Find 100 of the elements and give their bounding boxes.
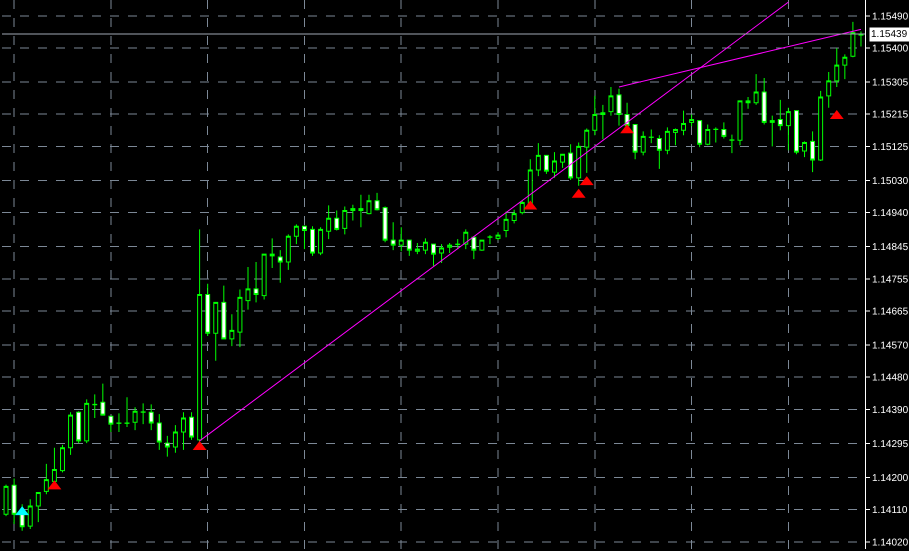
candlestick — [221, 285, 226, 340]
candlestick — [156, 414, 162, 450]
candlestick — [536, 142, 541, 177]
y-tick-label: 1.15030 — [872, 176, 909, 187]
candlestick — [616, 88, 622, 126]
candlestick — [600, 104, 606, 140]
candlestick — [648, 129, 654, 144]
ref-line-label: 1.15439 — [871, 29, 908, 40]
candlestick — [358, 194, 364, 228]
candlestick — [124, 396, 130, 428]
candlestick — [439, 244, 444, 264]
y-tick-label: 1.15215 — [872, 110, 909, 121]
candlestick — [544, 154, 549, 174]
candlestick — [12, 478, 17, 524]
y-tick-label: 1.14665 — [872, 306, 909, 318]
candlestick — [520, 200, 525, 215]
candlestick — [721, 122, 726, 139]
candlestick — [858, 30, 864, 48]
y-tick-label: 1.14200 — [872, 472, 909, 484]
candlestick — [270, 238, 275, 269]
y-tick-label: 1.14845 — [872, 242, 909, 254]
candlestick — [318, 226, 324, 256]
candlestick — [504, 211, 509, 238]
candlestick — [834, 48, 840, 88]
candlestick — [294, 224, 299, 245]
candlestick — [584, 128, 590, 174]
y-tick-label: 1.14295 — [872, 438, 909, 450]
candlestick — [76, 410, 82, 444]
candlestick — [697, 120, 702, 148]
y-tick-label: 1.15305 — [872, 77, 909, 88]
candlestick — [664, 126, 670, 155]
candlestick — [455, 238, 460, 250]
candlestick — [713, 126, 718, 143]
candlestick — [382, 206, 388, 243]
candlestick — [496, 232, 500, 241]
candlestick — [447, 242, 452, 254]
candlestick — [164, 435, 170, 458]
candlestick — [778, 99, 783, 131]
y-tick-label: 1.14390 — [872, 404, 909, 416]
candlestick — [20, 504, 25, 532]
y-tick-label: 1.14570 — [872, 340, 909, 352]
candlestick — [762, 78, 767, 126]
candlestick — [4, 484, 9, 517]
candlestick — [608, 86, 614, 116]
candlestick — [197, 228, 202, 442]
candlestick — [705, 124, 710, 146]
candlestick — [850, 21, 856, 58]
candlestick — [656, 134, 662, 170]
candlestick — [334, 210, 340, 231]
candlestick — [326, 204, 332, 240]
candlestick — [786, 107, 791, 151]
y-tick-label: 1.14110 — [872, 505, 908, 516]
candlestick — [60, 444, 65, 473]
candlestick — [632, 124, 638, 160]
candlestick — [422, 238, 428, 255]
candlestick — [286, 234, 291, 270]
candlestick — [205, 283, 210, 337]
candlestick — [754, 74, 759, 106]
candlestick — [366, 194, 372, 215]
candlestick — [189, 412, 194, 440]
candlestick — [140, 402, 146, 425]
candlestick — [406, 240, 412, 256]
y-tick-label: 1.15400 — [872, 43, 909, 54]
y-tick-label: 1.14020 — [872, 537, 909, 548]
candlestick — [172, 424, 178, 454]
candlestick — [181, 412, 186, 450]
candlestick — [689, 114, 694, 127]
candlestick — [246, 266, 250, 310]
candlestick — [350, 204, 356, 221]
candlestick — [560, 154, 566, 168]
candlestick — [568, 144, 574, 181]
y-tick-label: 1.14755 — [872, 274, 909, 286]
candlestick — [310, 226, 315, 256]
candlestick — [390, 222, 396, 251]
candlestick — [681, 110, 686, 136]
candlestick — [44, 463, 49, 495]
candlestick — [302, 224, 307, 250]
candlestick — [108, 416, 114, 432]
candlestick — [148, 404, 154, 431]
candlestick — [229, 314, 234, 347]
candlestick — [794, 110, 799, 155]
candlestick — [552, 152, 557, 178]
candlestick — [237, 289, 242, 348]
candlestick — [770, 115, 775, 147]
candlestick — [818, 90, 824, 162]
candlestick — [374, 192, 380, 211]
candlestick — [278, 250, 283, 284]
candlestick — [262, 254, 267, 300]
candlestick — [729, 134, 734, 154]
candlestick — [28, 498, 33, 530]
candlestick — [640, 130, 646, 156]
candlestick — [672, 128, 678, 146]
y-tick-label: 1.14940 — [872, 208, 909, 220]
candlestick — [471, 236, 476, 260]
y-tick-label: 1.14480 — [872, 372, 909, 384]
candlestick — [802, 140, 807, 158]
candlestick — [116, 412, 122, 432]
candlestick — [213, 302, 218, 362]
candlestick — [826, 71, 832, 108]
candlestick — [36, 492, 41, 523]
